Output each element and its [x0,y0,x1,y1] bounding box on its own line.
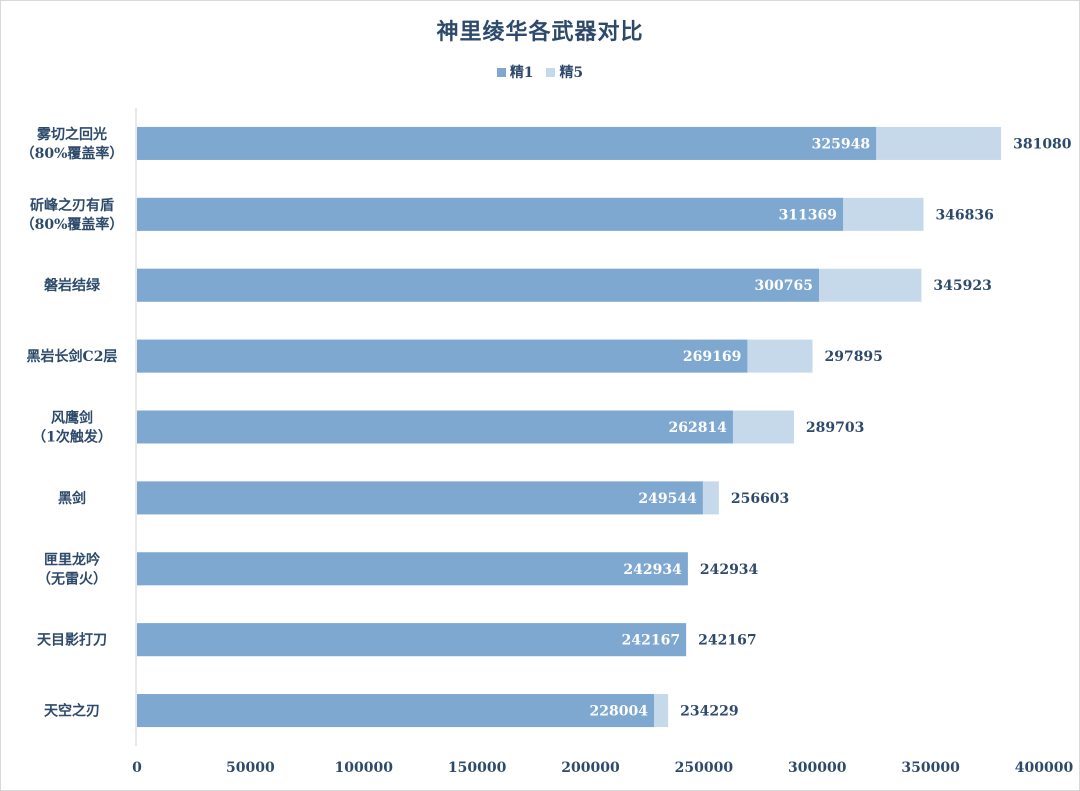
data-label-jing1-6: 242934 [623,562,682,578]
category-label-0-line-0: 雾切之回光 [36,126,107,143]
x-tick-label-7: 350000 [901,760,960,776]
data-label-jing5-2: 345923 [933,278,991,294]
category-label-4-line-1: （1次触发） [32,429,112,446]
data-label-jing1-5: 249544 [638,491,697,507]
x-tick-label-6: 300000 [788,760,847,776]
data-label-jing5-1: 346836 [935,207,993,223]
category-label-3: 黑岩长剑C2层 [27,348,118,365]
x-tick-label-8: 400000 [1015,760,1074,776]
x-tick-label-1: 50000 [226,760,275,776]
data-label-jing5-4: 289703 [806,420,864,436]
x-tick-label-4: 200000 [561,760,620,776]
category-label-1-line-1: （80%覆盖率） [21,216,124,233]
data-label-jing1-1: 311369 [779,207,837,223]
category-label-0-line-1: （80%覆盖率） [21,145,124,162]
legend-item-series-2: 精5 [546,62,583,82]
chart-legend: 精1 精5 [0,62,1080,82]
data-label-jing5-8: 234229 [680,704,738,720]
category-label-1-line-0: 斫峰之刃有盾 [30,197,114,214]
category-label-5: 黑剑 [58,490,86,507]
category-label-6-line-0: 匣里龙吟 [44,551,101,568]
data-label-jing5-7: 242167 [698,633,756,649]
bar-jing1-1 [137,197,844,231]
data-label-jing1-8: 228004 [590,704,649,720]
chart-title: 神里绫华各武器对比 [436,19,644,45]
x-tick-label-5: 250000 [675,760,734,776]
legend-label-series-1: 精1 [509,65,534,81]
data-label-jing1-3: 269169 [683,349,741,365]
legend-item-series-1: 精1 [496,62,534,82]
data-label-jing5-0: 381080 [1013,136,1072,152]
legend-swatch-series-1 [496,67,506,77]
bar-jing1-0 [137,126,877,160]
data-label-jing5-5: 256603 [731,491,789,507]
data-label-jing1-2: 300765 [755,278,813,294]
category-label-4-line-0: 风鹰剑 [51,410,93,427]
bar-jing1-4 [137,410,733,444]
data-label-jing1-4: 262814 [668,420,727,436]
x-tick-label-3: 150000 [448,760,507,776]
data-label-jing1-7: 242167 [622,633,680,649]
category-label-6-line-1: （无雷火） [37,570,107,587]
category-label-7: 天目影打刀 [37,632,107,649]
legend-swatch-series-2 [546,67,556,77]
bar-jing1-3 [137,339,748,373]
bar-jing1-6 [137,552,688,586]
bar-jing1-8 [137,694,654,728]
data-label-jing1-0: 325948 [812,136,870,152]
category-label-2: 磐岩结绿 [43,277,101,294]
bar-jing1-2 [137,268,819,302]
category-label-8: 天空之刃 [44,703,100,720]
bar-jing1-7 [137,623,687,657]
data-label-jing5-6: 242934 [700,562,759,578]
x-tick-label-2: 100000 [335,760,394,776]
legend-label-series-2: 精5 [559,65,584,81]
x-tick-label-0: 0 [132,760,142,776]
bar-jing1-5 [137,481,703,515]
data-label-jing5-3: 297895 [824,349,882,365]
